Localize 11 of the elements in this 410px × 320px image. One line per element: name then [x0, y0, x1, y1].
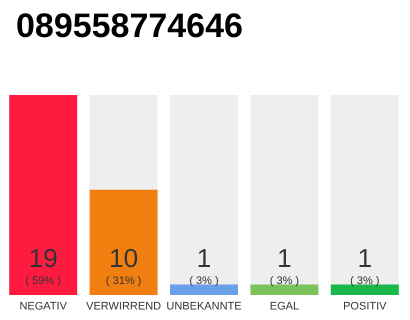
- data-label: 19 ( 59% ): [25, 243, 61, 287]
- x-tick-label: NEGATIV: [19, 300, 68, 312]
- data-label: 1 ( 3% ): [270, 243, 300, 287]
- data-label: 1 ( 3% ): [189, 243, 219, 287]
- x-tick-label: VERWIRREND: [86, 300, 162, 312]
- data-label: 10 ( 31% ): [106, 243, 142, 287]
- chart-title: 089558774646: [16, 7, 243, 45]
- x-tick-label: UNBEKANNTE: [166, 300, 242, 312]
- x-tick-label: EGAL: [270, 300, 300, 312]
- data-label: 1 ( 3% ): [350, 243, 380, 287]
- x-tick-label: POSITIV: [343, 300, 388, 312]
